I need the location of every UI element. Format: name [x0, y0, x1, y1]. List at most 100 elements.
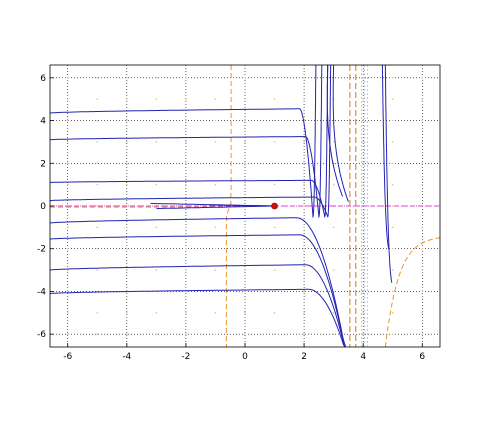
field-dot	[362, 226, 365, 229]
y-tick-label: 4	[40, 117, 46, 127]
field-dot	[185, 141, 187, 143]
field-dot	[214, 333, 217, 336]
field-dot	[214, 76, 217, 79]
nullcline-right	[384, 237, 441, 348]
field-dot	[155, 311, 158, 314]
field-dot	[185, 162, 187, 165]
trajectories	[49, 64, 393, 348]
field-dot	[125, 98, 128, 101]
field-dot	[273, 247, 276, 250]
y-tick-label: 2	[40, 159, 46, 169]
field-dot	[214, 205, 217, 207]
field-dot	[421, 183, 424, 186]
field-dot	[244, 141, 246, 143]
field-dot	[303, 162, 305, 165]
field-dot	[273, 141, 276, 143]
field-dot	[185, 247, 187, 250]
field-dot	[421, 247, 424, 250]
field-dot	[185, 98, 187, 101]
field-dot	[185, 333, 187, 336]
field-dot	[421, 269, 424, 271]
field-dot	[391, 269, 394, 271]
field-dot	[362, 141, 365, 143]
field-dot	[214, 290, 217, 293]
field-dot	[214, 183, 217, 186]
field-dot	[214, 98, 217, 101]
field-dot	[214, 247, 217, 250]
nullcline-left	[225, 65, 232, 347]
field-dot	[273, 333, 276, 336]
trajectory-curve	[49, 64, 323, 219]
field-dot	[244, 290, 246, 293]
field-dot	[244, 162, 246, 165]
field-dot	[125, 269, 128, 271]
field-dot	[332, 183, 335, 186]
trajectory-curve	[49, 217, 346, 348]
field-dot	[273, 226, 276, 229]
trajectory-right	[384, 64, 393, 283]
field-dot	[155, 162, 158, 165]
field-dot	[303, 247, 305, 250]
field-dot	[303, 290, 305, 293]
field-dot	[155, 333, 158, 336]
field-dot	[96, 162, 99, 165]
field-dot	[66, 311, 69, 314]
field-dot	[303, 333, 305, 336]
field-dot	[362, 247, 365, 250]
trajectory-curve	[49, 234, 346, 348]
field-dot	[421, 76, 424, 79]
field-dot	[125, 311, 128, 314]
field-dot	[244, 247, 246, 250]
field-dot	[96, 76, 99, 79]
field-dot	[96, 269, 99, 271]
field-dot	[303, 141, 305, 143]
field-dot	[155, 98, 158, 101]
x-tick-label: 2	[301, 352, 307, 362]
field-dot	[214, 269, 217, 271]
field-dot	[125, 119, 128, 122]
field-dot	[391, 141, 394, 143]
field-dot	[155, 141, 158, 143]
field-dot	[66, 119, 69, 122]
field-dot	[125, 162, 128, 165]
y-tick-label: -4	[37, 287, 46, 297]
field-dot	[421, 311, 424, 314]
field-dot	[96, 141, 99, 143]
field-dot	[421, 119, 424, 122]
y-tick-label: 6	[40, 74, 46, 84]
field-dot	[96, 226, 99, 229]
trajectory-into-equilibrium	[156, 205, 275, 210]
field-dot	[273, 183, 276, 186]
field-dot	[332, 141, 335, 143]
field-dot	[244, 183, 246, 186]
field-dot	[125, 183, 128, 186]
field-dot	[362, 333, 365, 336]
x-tick-label: 4	[360, 352, 366, 362]
field-dot	[391, 290, 394, 293]
field-dot	[125, 333, 128, 336]
field-dot	[155, 76, 158, 79]
field-dot	[421, 98, 424, 101]
field-dot	[332, 269, 335, 271]
field-dot	[96, 333, 99, 336]
field-dot	[66, 98, 69, 101]
field-dot	[66, 333, 69, 336]
field-dot	[244, 98, 246, 101]
field-dot	[391, 119, 394, 122]
field-dot	[391, 247, 394, 250]
field-dot	[185, 183, 187, 186]
field-dot	[155, 269, 158, 271]
field-dot	[214, 226, 217, 229]
field-dot	[273, 162, 276, 165]
field-dot	[66, 269, 69, 271]
field-dot	[214, 141, 217, 143]
field-dot	[421, 226, 424, 229]
field-dot	[391, 162, 394, 165]
field-dot	[273, 119, 276, 122]
field-dot	[96, 183, 99, 186]
field-dot	[303, 205, 305, 207]
field-dot	[362, 311, 365, 314]
field-dot	[244, 226, 246, 229]
field-dot	[421, 333, 424, 336]
